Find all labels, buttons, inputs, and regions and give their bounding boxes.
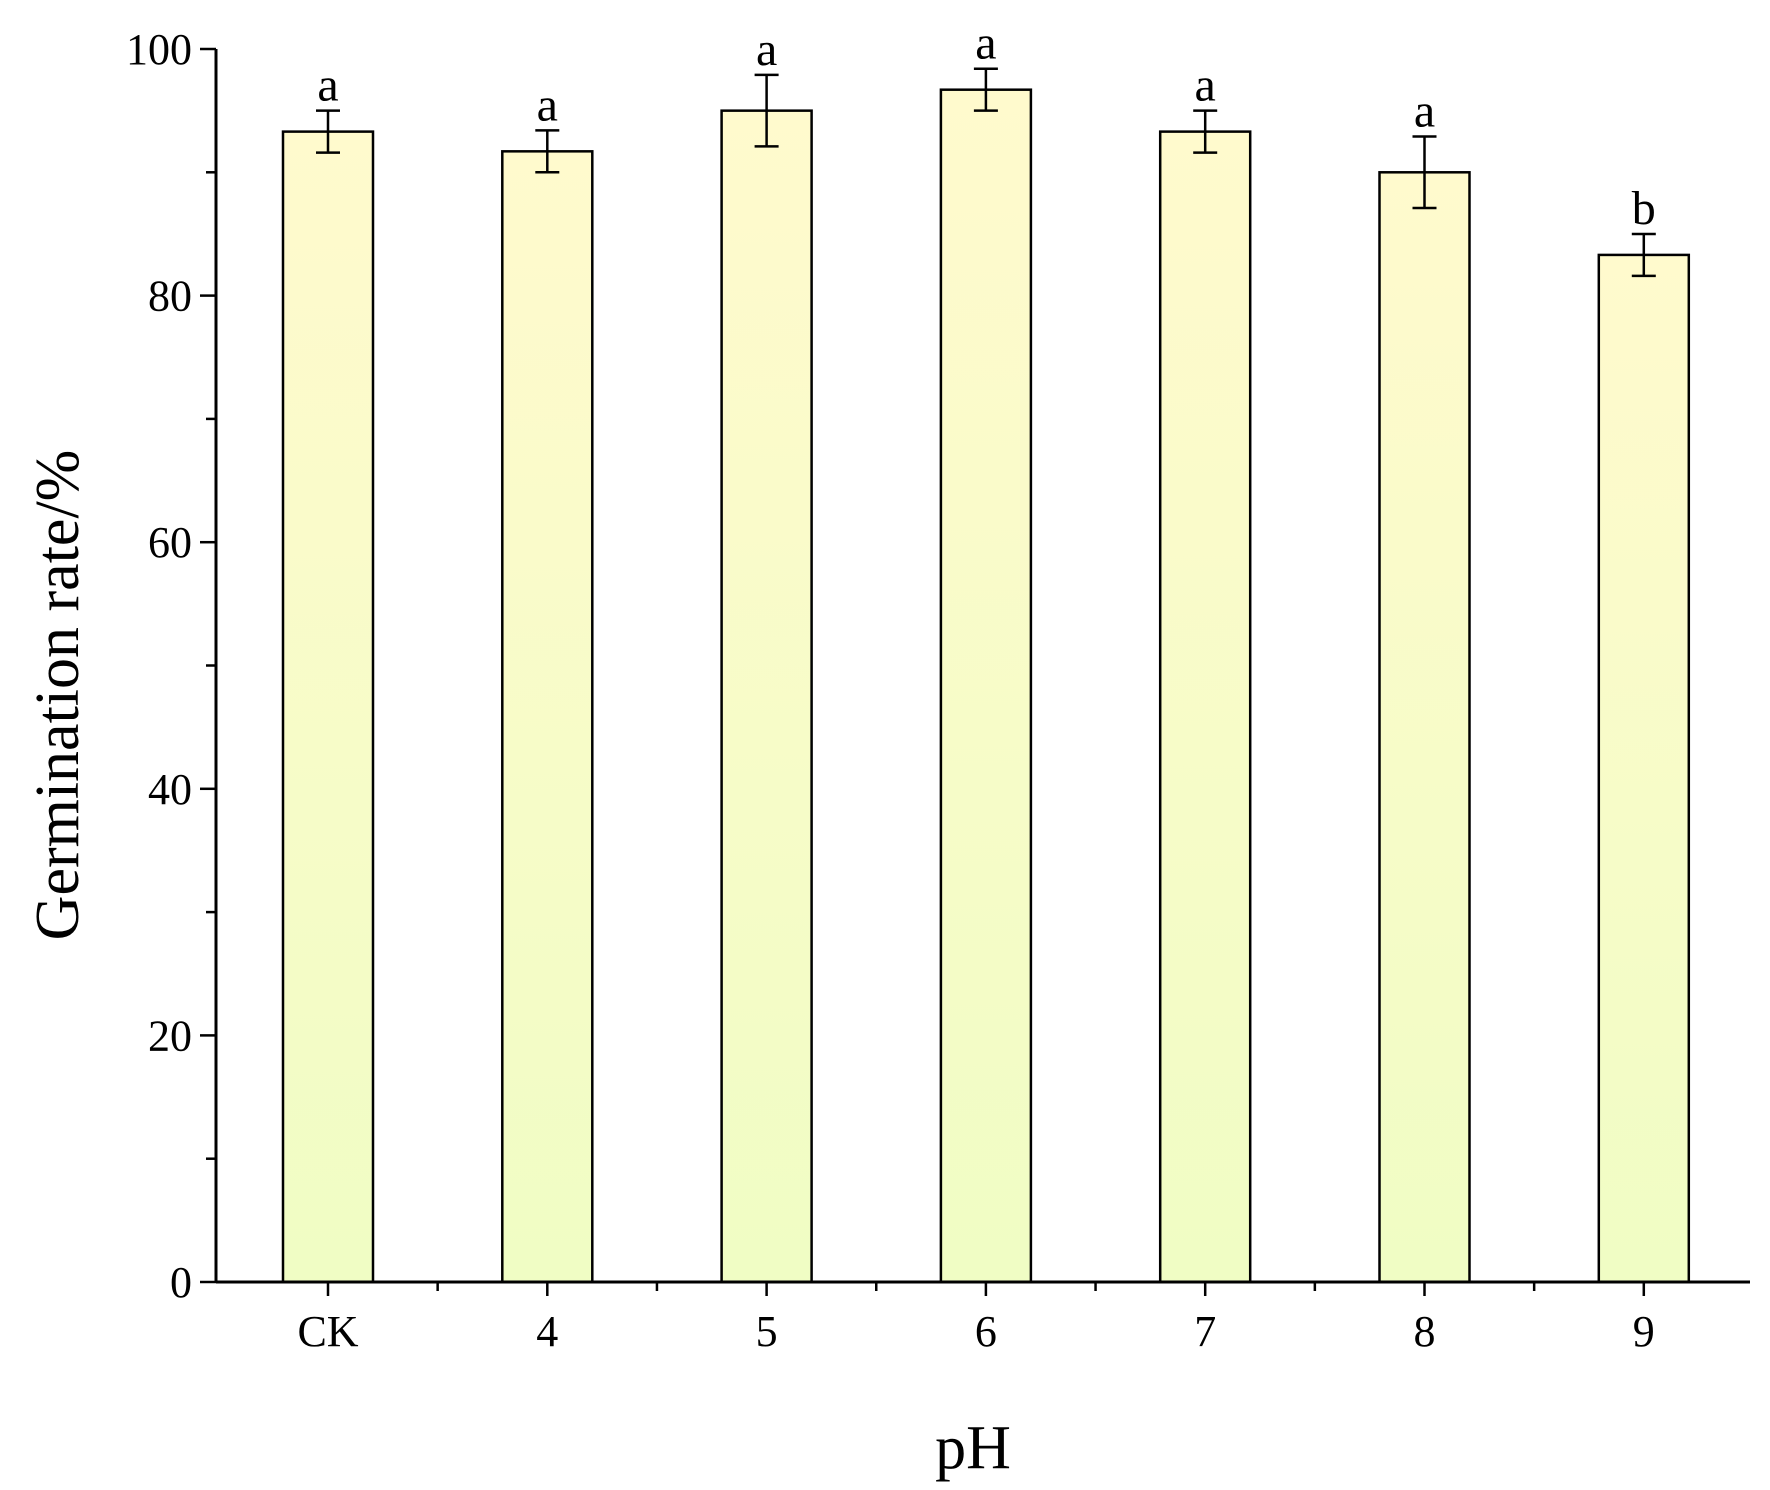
error-bar-9: [1631, 232, 1656, 278]
error-bar-CK: [316, 109, 340, 154]
error-bar-4: [535, 129, 560, 174]
significance-label-9: b: [1632, 182, 1656, 235]
y-tick-label: 20: [148, 1011, 192, 1060]
bar-8: [1378, 171, 1471, 1284]
error-bars-layer: [316, 67, 1656, 278]
significance-label-4: a: [537, 78, 558, 131]
bar-5: [720, 109, 813, 1284]
y-tick-label: 0: [170, 1258, 192, 1307]
significance-labels-layer: a a a a a a b: [317, 17, 1655, 235]
error-bar-5: [754, 73, 779, 148]
x-tick-label-7: 7: [1194, 1307, 1216, 1356]
significance-label-6: a: [975, 17, 996, 70]
significance-label-CK: a: [317, 59, 338, 112]
x-tick-label-6: 6: [975, 1307, 997, 1356]
bar-4: [501, 150, 594, 1284]
y-tick-label: 40: [148, 765, 192, 814]
bar-6: [939, 88, 1033, 1284]
bar-7: [1158, 130, 1252, 1284]
x-tick-label-8: 8: [1414, 1307, 1436, 1356]
y-tick-label: 100: [126, 25, 192, 74]
x-tick-label-5: 5: [756, 1307, 778, 1356]
error-bar-8: [1412, 135, 1437, 210]
y-axis-title: Germination rate/%: [24, 450, 92, 941]
significance-label-7: a: [1195, 59, 1216, 112]
x-tick-label-9: 9: [1633, 1307, 1655, 1356]
axes-layer: 0 20 40 60 80 100 CK 4 5 6 7 8 9: [126, 25, 1750, 1356]
x-tick-label-CK: CK: [297, 1307, 358, 1356]
bar-CK: [281, 130, 375, 1284]
x-axis-title: pH: [935, 1414, 1011, 1482]
error-bar-6: [973, 67, 998, 112]
bars-layer: [281, 88, 1691, 1284]
y-tick-label: 80: [148, 272, 192, 321]
bar-9: [1597, 253, 1691, 1284]
error-bar-7: [1193, 109, 1218, 154]
x-tick-label-4: 4: [536, 1307, 558, 1356]
y-tick-label: 60: [148, 518, 192, 567]
significance-label-8: a: [1414, 85, 1435, 138]
significance-label-5: a: [756, 23, 777, 76]
